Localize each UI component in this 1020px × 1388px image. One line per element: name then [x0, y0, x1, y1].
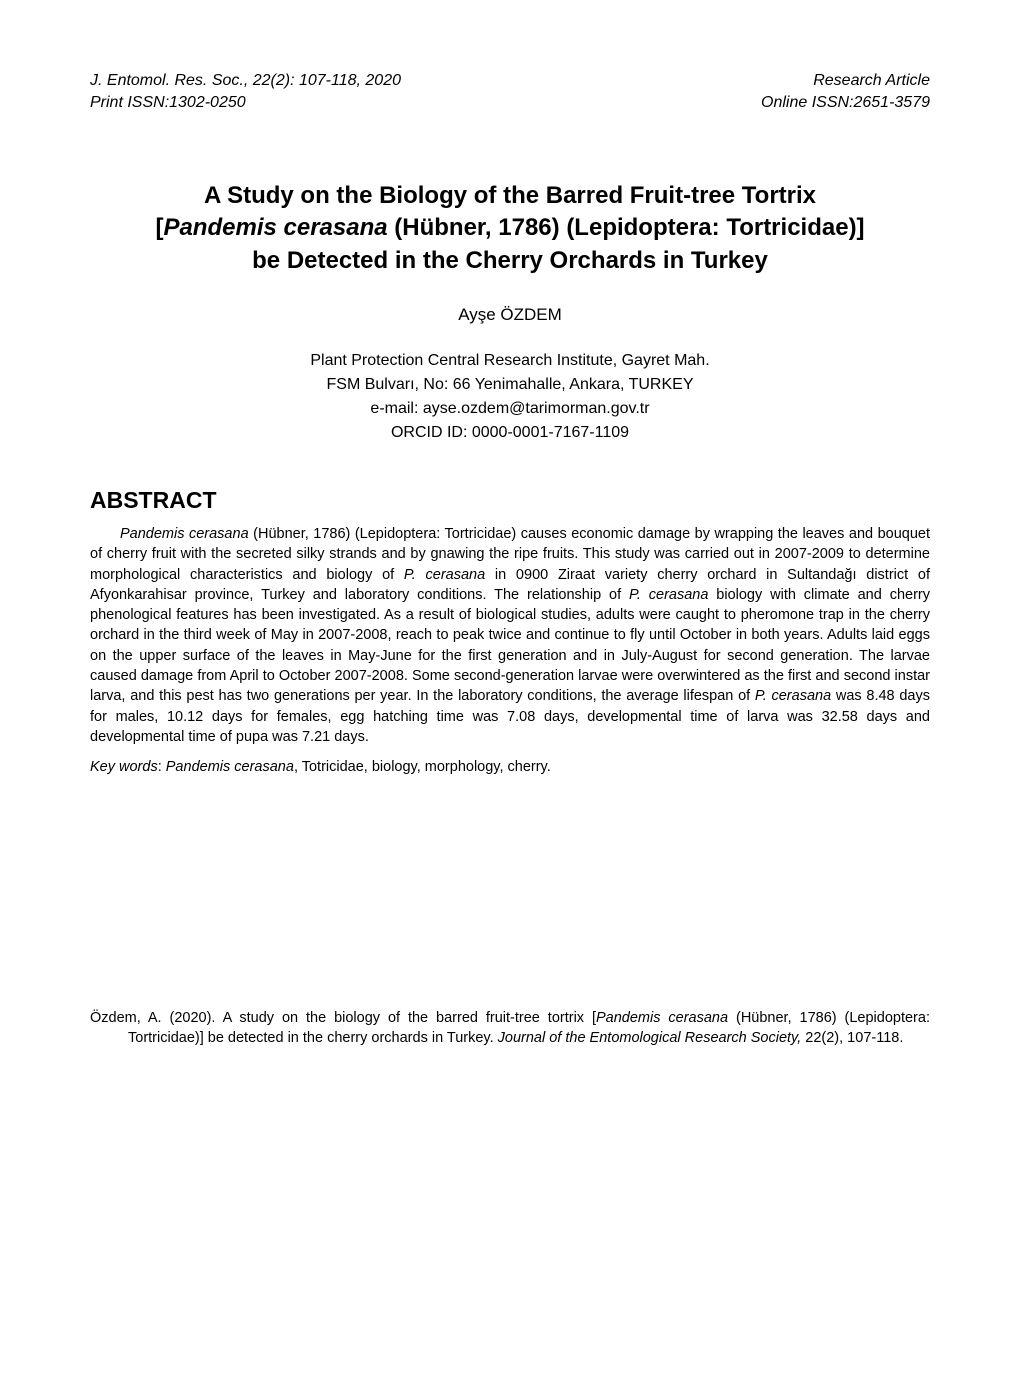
abstract-species4: P. cerasana — [755, 688, 831, 704]
keywords-label: Key words — [90, 759, 158, 775]
abstract-text3: biology with climate and cherry phenolog… — [90, 587, 930, 704]
citation-block: Özdem, A. (2020). A study on the biology… — [90, 1008, 930, 1049]
affiliation-line1: Plant Protection Central Research Instit… — [90, 349, 930, 373]
citation-journal: Journal of the Entomological Research So… — [498, 1030, 802, 1046]
abstract-text: Pandemis cerasana (Hübner, 1786) (Lepido… — [90, 524, 930, 747]
abstract-heading: ABSTRACT — [90, 487, 930, 514]
title-line2-rest: (Hübner, 1786) (Lepidoptera: Tortricidae… — [388, 214, 865, 241]
header-left: J. Entomol. Res. Soc., 22(2): 107-118, 2… — [90, 70, 401, 115]
citation-author-year: Özdem, A. (2020). A study on the biology… — [90, 1010, 596, 1026]
header-right: Research Article Online ISSN:2651-3579 — [761, 70, 930, 115]
article-title: A Study on the Biology of the Barred Fru… — [90, 180, 930, 277]
article-type: Research Article — [761, 70, 930, 92]
affiliation-line2: FSM Bulvarı, No: 66 Yenimahalle, Ankara,… — [90, 373, 930, 397]
author-name: Ayşe ÖZDEM — [90, 305, 930, 325]
print-issn: Print ISSN:1302-0250 — [90, 92, 401, 114]
affiliation-orcid: ORCID ID: 0000-0001-7167-1109 — [90, 421, 930, 445]
abstract-species1: Pandemis cerasana — [120, 526, 249, 542]
journal-header: J. Entomol. Res. Soc., 22(2): 107-118, 2… — [90, 70, 930, 115]
citation-species: Pandemis cerasana — [596, 1010, 728, 1026]
abstract-species2: P. cerasana — [404, 567, 485, 583]
citation-vol-pages: 22(2), 107-118. — [801, 1030, 903, 1046]
affiliation-block: Plant Protection Central Research Instit… — [90, 349, 930, 445]
keywords: Key words: Pandemis cerasana, Totricidae… — [90, 757, 930, 777]
abstract-species3: P. cerasana — [629, 587, 708, 603]
keywords-species: Pandemis cerasana — [166, 759, 294, 775]
keywords-separator: : — [158, 759, 166, 775]
online-issn: Online ISSN:2651-3579 — [761, 92, 930, 114]
title-line3: be Detected in the Cherry Orchards in Tu… — [252, 247, 768, 274]
affiliation-email: e-mail: ayse.ozdem@tarimorman.gov.tr — [90, 397, 930, 421]
journal-citation: J. Entomol. Res. Soc., 22(2): 107-118, 2… — [90, 70, 401, 92]
title-species: Pandemis cerasana — [163, 214, 387, 241]
title-line1: A Study on the Biology of the Barred Fru… — [204, 182, 816, 209]
keywords-rest: , Totricidae, biology, morphology, cherr… — [294, 759, 551, 775]
